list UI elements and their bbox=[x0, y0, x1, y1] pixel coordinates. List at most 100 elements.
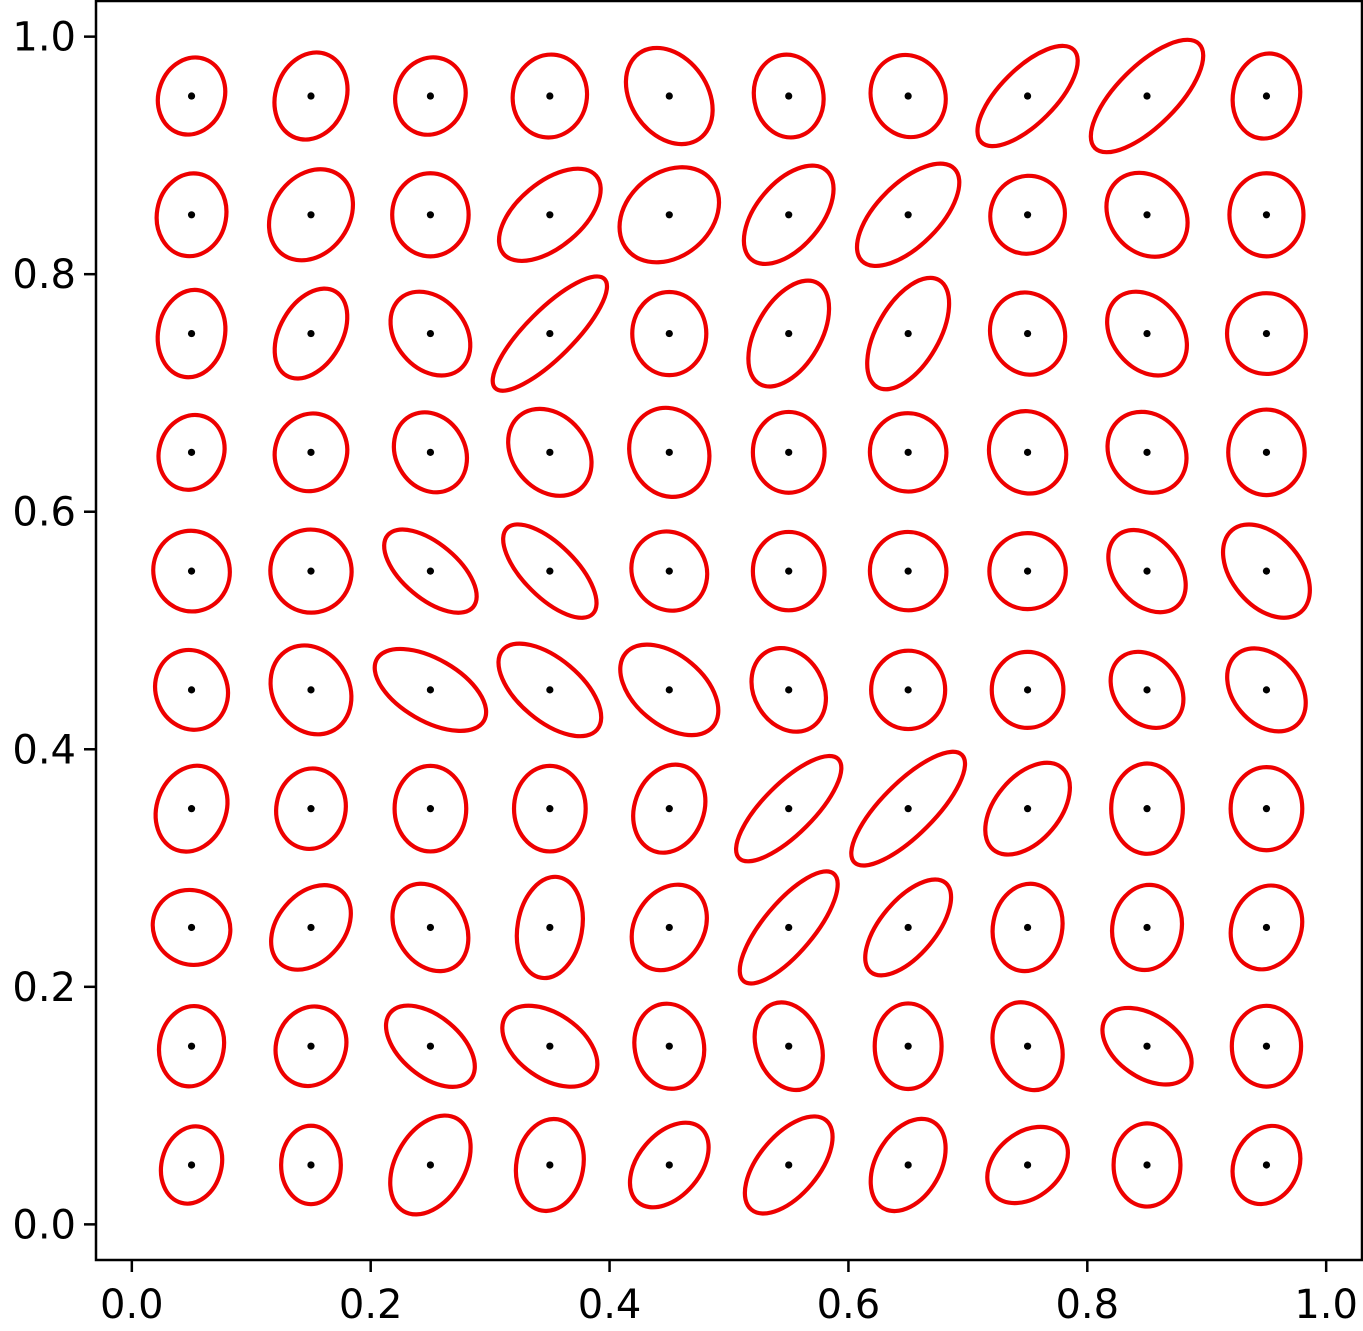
ellipse-r9-c1 bbox=[279, 1123, 343, 1207]
ellipse-r2-c9 bbox=[1224, 291, 1308, 377]
ellipse-r4-c7 bbox=[987, 531, 1068, 612]
ellipse-r7-c3 bbox=[514, 874, 585, 981]
point-r6-c1 bbox=[307, 805, 315, 813]
point-r5-c5 bbox=[785, 686, 793, 694]
point-r7-c0 bbox=[187, 923, 196, 932]
ellipse-r3-c8 bbox=[1105, 409, 1189, 495]
point-r0-c2 bbox=[426, 92, 435, 100]
ellipse-r8-c0 bbox=[156, 1003, 227, 1089]
point-r8-c0 bbox=[187, 1042, 196, 1050]
ellipse-r4-c4 bbox=[629, 529, 710, 613]
ellipse-r3-c7 bbox=[986, 409, 1069, 496]
ellipse-r3-c3 bbox=[506, 406, 594, 498]
plot-frame bbox=[94, 0, 1363, 1262]
x-tick-label: 0.6 bbox=[817, 1282, 881, 1328]
point-r9-c3 bbox=[546, 1161, 554, 1169]
ellipse-r1-c9 bbox=[1227, 171, 1306, 259]
ellipse-r1-c4 bbox=[617, 165, 722, 265]
ellipse-r5-c1 bbox=[268, 643, 354, 737]
ellipse-r0-c9 bbox=[1230, 51, 1303, 141]
point-r0-c6 bbox=[904, 92, 912, 100]
point-r8-c1 bbox=[307, 1042, 315, 1050]
ellipse-r3-c6 bbox=[867, 411, 949, 494]
point-r4-c2 bbox=[426, 567, 435, 575]
y-tick-label: 0.4 bbox=[12, 727, 76, 773]
point-r8-c2 bbox=[426, 1042, 435, 1050]
point-r8-c5 bbox=[785, 1042, 793, 1050]
point-r2-c0 bbox=[187, 329, 196, 338]
point-r8-c3 bbox=[546, 1042, 554, 1050]
point-r5-c7 bbox=[1023, 686, 1032, 694]
ellipse-r7-c1 bbox=[269, 883, 353, 972]
point-r4-c8 bbox=[1143, 567, 1151, 575]
y-tick-label: 1.0 bbox=[12, 15, 76, 61]
point-r0-c1 bbox=[307, 92, 315, 100]
ellipse-r6-c7 bbox=[983, 760, 1072, 857]
point-r6-c4 bbox=[665, 805, 673, 813]
point-r3-c9 bbox=[1262, 448, 1271, 456]
point-r4-c7 bbox=[1023, 567, 1032, 575]
ellipse-r9-c5 bbox=[742, 1114, 835, 1216]
point-r5-c2 bbox=[426, 686, 435, 694]
point-r9-c9 bbox=[1262, 1161, 1271, 1169]
ellipse-r6-c2 bbox=[392, 763, 469, 854]
ellipse-r3-c5 bbox=[750, 409, 827, 495]
point-r9-c7 bbox=[1023, 1161, 1032, 1169]
point-r1-c2 bbox=[426, 211, 435, 219]
ellipse-r5-c7 bbox=[989, 649, 1066, 730]
point-r1-c0 bbox=[187, 211, 196, 219]
ellipse-r7-c7 bbox=[990, 881, 1065, 974]
point-r1-c4 bbox=[665, 211, 673, 219]
ellipse-r7-c0 bbox=[150, 887, 233, 968]
ellipse-r0-c1 bbox=[272, 50, 350, 142]
point-r5-c1 bbox=[307, 686, 315, 694]
ellipse-r6-c0 bbox=[153, 763, 230, 854]
point-r3-c3 bbox=[546, 448, 554, 456]
point-r3-c6 bbox=[904, 448, 912, 456]
ellipse-r2-c6 bbox=[865, 275, 952, 392]
x-tick-label: 1.0 bbox=[1294, 1282, 1358, 1328]
x-tick-label: 0.0 bbox=[100, 1282, 164, 1328]
ellipse-r6-c4 bbox=[631, 762, 708, 855]
point-r6-c9 bbox=[1262, 805, 1271, 813]
point-r2-c3 bbox=[546, 329, 554, 338]
y-tick-label: 0.6 bbox=[12, 490, 76, 536]
point-r3-c4 bbox=[665, 448, 673, 456]
point-r0-c4 bbox=[665, 92, 673, 100]
ellipse-r2-c8 bbox=[1105, 289, 1190, 378]
point-r6-c2 bbox=[426, 805, 435, 813]
ellipse-r5-c9 bbox=[1225, 646, 1308, 734]
ellipse-r9-c2 bbox=[388, 1113, 473, 1217]
point-r9-c0 bbox=[187, 1161, 196, 1169]
point-r7-c9 bbox=[1262, 923, 1271, 932]
ellipse-r2-c2 bbox=[388, 289, 473, 378]
point-r7-c6 bbox=[904, 923, 912, 932]
point-r0-c3 bbox=[546, 92, 554, 100]
point-r2-c5 bbox=[785, 329, 793, 338]
point-r5-c4 bbox=[665, 686, 673, 694]
ellipse-r5-c3 bbox=[496, 641, 604, 739]
point-r1-c1 bbox=[307, 211, 315, 219]
point-r7-c3 bbox=[546, 923, 554, 932]
point-r6-c7 bbox=[1023, 805, 1032, 813]
ellipse-r4-c3 bbox=[501, 522, 599, 620]
point-r4-c6 bbox=[904, 567, 912, 575]
ellipse-r2-c7 bbox=[987, 290, 1068, 377]
point-r7-c2 bbox=[426, 923, 435, 932]
ellipse-r1-c3 bbox=[496, 166, 603, 264]
point-r9-c1 bbox=[307, 1161, 315, 1169]
ellipse-r4-c2 bbox=[382, 527, 479, 615]
ellipse-r0-c0 bbox=[155, 55, 228, 137]
ellipse-r8-c1 bbox=[273, 1004, 349, 1089]
point-r7-c1 bbox=[307, 923, 315, 932]
ellipse-r7-c4 bbox=[629, 882, 709, 973]
ellipse-r3-c1 bbox=[272, 411, 350, 494]
point-r9-c5 bbox=[785, 1161, 793, 1169]
point-r2-c9 bbox=[1262, 329, 1271, 338]
point-r7-c8 bbox=[1143, 923, 1151, 932]
ellipse-r9-c0 bbox=[158, 1124, 225, 1206]
point-r4-c3 bbox=[546, 567, 554, 575]
point-r8-c7 bbox=[1023, 1042, 1032, 1050]
ellipse-r0-c2 bbox=[393, 55, 468, 137]
point-r5-c9 bbox=[1262, 686, 1271, 694]
